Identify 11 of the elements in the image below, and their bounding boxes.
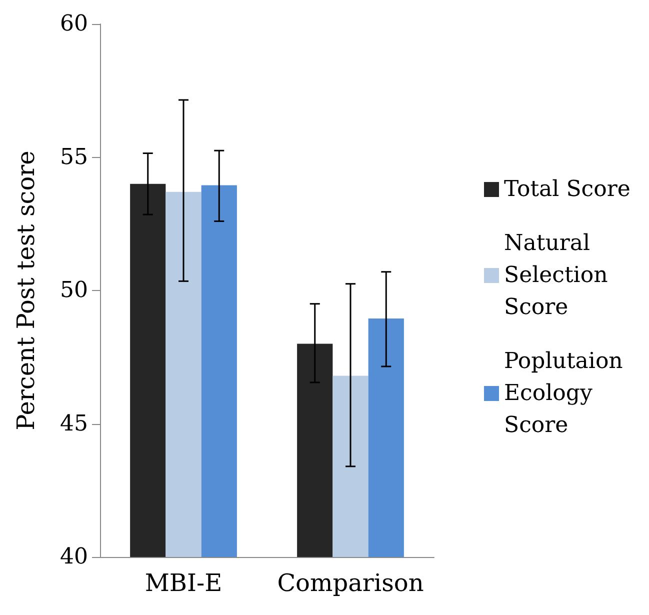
legend-label: Total Score xyxy=(504,177,630,202)
y-tick-label: 45 xyxy=(60,411,88,436)
legend-label: Natural Selection Score xyxy=(504,231,615,320)
legend-label: Poplutaion Ecology Score xyxy=(504,349,630,438)
y-tick-label: 40 xyxy=(60,544,88,570)
x-tick-label: Comparison xyxy=(277,569,424,597)
y-tick-label: 60 xyxy=(60,12,88,36)
y-tick-label: 55 xyxy=(60,144,88,170)
y-tick-label: 50 xyxy=(60,278,88,303)
y-axis-title: Percent Post test score xyxy=(12,150,40,430)
x-tick-label: MBI-E xyxy=(144,569,222,597)
